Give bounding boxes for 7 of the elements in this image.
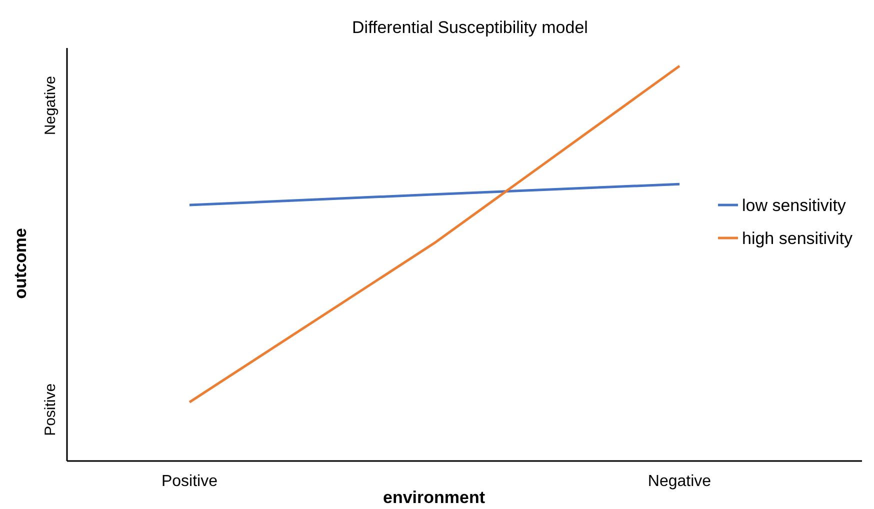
legend-label: low sensitivity: [742, 196, 846, 215]
y-axis-title: outcome: [11, 228, 30, 299]
text: Positive: [42, 383, 59, 436]
x-axis-title: environment: [382, 488, 486, 507]
legend-label: high sensitivity: [742, 229, 854, 248]
text: Negative: [42, 76, 59, 136]
chart-title: Differential Susceptibility model: [352, 18, 588, 37]
